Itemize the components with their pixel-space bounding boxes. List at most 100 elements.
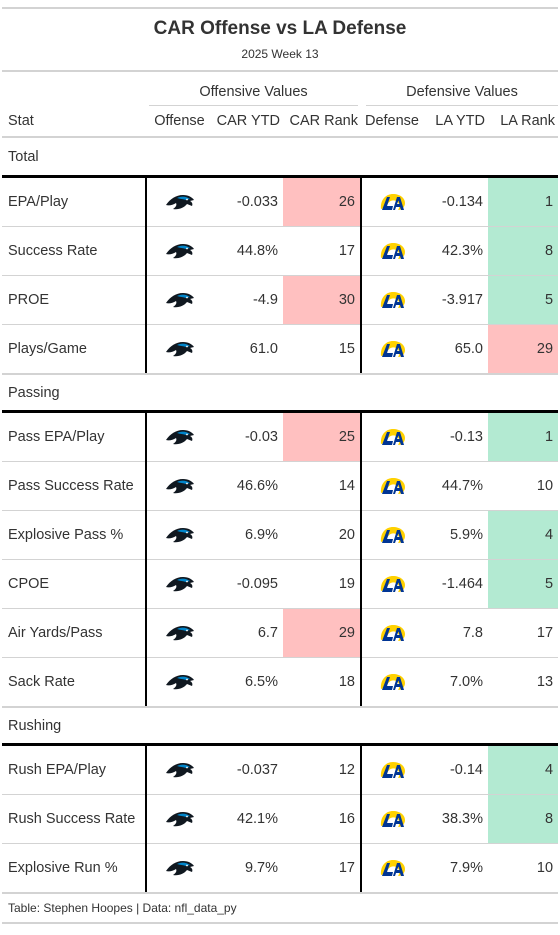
stat-label: Explosive Run % bbox=[2, 843, 147, 894]
rams-logo-icon bbox=[362, 338, 423, 360]
panthers-logo-icon bbox=[147, 340, 213, 358]
top-rule bbox=[2, 7, 558, 9]
table-row: Explosive Pass % 6.9% 20 5.9% 4 bbox=[2, 510, 559, 560]
rams-logo-icon bbox=[362, 671, 423, 693]
rams-logo-icon bbox=[362, 191, 423, 213]
spanner-offensive-values: Offensive Values bbox=[149, 84, 358, 106]
car-ytd-value: 42.1% bbox=[213, 794, 283, 844]
stat-label: Explosive Pass % bbox=[2, 510, 147, 560]
car-ytd-value: -0.033 bbox=[213, 176, 283, 227]
table-row: Air Yards/Pass 6.7 29 7.8 17 bbox=[2, 608, 559, 658]
car-rank-value: 19 bbox=[283, 559, 362, 609]
col-header-defense: Defense bbox=[361, 106, 423, 138]
stat-label: Success Rate bbox=[2, 226, 147, 276]
car-ytd-value: 9.7% bbox=[213, 843, 283, 894]
table-title: CAR Offense vs LA Defense bbox=[153, 18, 407, 39]
car-rank-value: 25 bbox=[283, 411, 362, 462]
car-ytd-value: -0.095 bbox=[213, 559, 283, 609]
panthers-logo-icon bbox=[147, 810, 213, 828]
la-rank-value: 13 bbox=[488, 657, 559, 708]
panthers-logo-icon bbox=[147, 242, 213, 260]
la-rank-value: 1 bbox=[488, 411, 559, 462]
rams-logo-icon bbox=[362, 808, 423, 830]
car-rank-value: 12 bbox=[283, 744, 362, 795]
la-ytd-value: -0.14 bbox=[423, 744, 488, 795]
la-ytd-value: 65.0 bbox=[423, 324, 488, 375]
group-label: Total bbox=[2, 137, 559, 178]
stats-table-card: CAR Offense vs LA Defense 2025 Week 13 O… bbox=[2, 7, 559, 924]
car-rank-value: 17 bbox=[283, 226, 362, 276]
spanner-defensive-values: Defensive Values bbox=[366, 84, 559, 106]
table-row: Pass EPA/Play -0.03 25 -0.13 1 bbox=[2, 411, 559, 462]
stat-label: Rush EPA/Play bbox=[2, 744, 147, 795]
rams-logo-icon bbox=[362, 857, 423, 879]
rams-logo-icon bbox=[362, 524, 423, 546]
la-ytd-value: -0.134 bbox=[423, 176, 488, 227]
car-ytd-value: 46.6% bbox=[213, 461, 283, 511]
stat-label: EPA/Play bbox=[2, 176, 147, 227]
car-rank-value: 18 bbox=[283, 657, 362, 708]
la-ytd-value: 44.7% bbox=[423, 461, 488, 511]
car-rank-value: 16 bbox=[283, 794, 362, 844]
panthers-logo-icon bbox=[147, 761, 213, 779]
table-row: Sack Rate 6.5% 18 7.0% 13 bbox=[2, 657, 559, 708]
car-ytd-value: -4.9 bbox=[213, 275, 283, 325]
col-header-car-rank: CAR Rank bbox=[283, 106, 361, 138]
stat-label: Rush Success Rate bbox=[2, 794, 147, 844]
stat-label: Pass Success Rate bbox=[2, 461, 147, 511]
car-ytd-value: 61.0 bbox=[213, 324, 283, 375]
group-label: Passing bbox=[2, 374, 559, 413]
panthers-logo-icon bbox=[147, 526, 213, 544]
car-ytd-value: -0.03 bbox=[213, 411, 283, 462]
column-header-row: Stat Offense CAR YTD CAR Rank Defense LA… bbox=[2, 106, 559, 138]
rams-logo-icon bbox=[362, 475, 423, 497]
stat-label: CPOE bbox=[2, 559, 147, 609]
la-rank-value: 10 bbox=[488, 461, 559, 511]
car-ytd-value: 44.8% bbox=[213, 226, 283, 276]
table-row: Pass Success Rate 46.6% 14 44.7% 10 bbox=[2, 461, 559, 511]
panthers-logo-icon bbox=[147, 859, 213, 877]
rams-logo-icon bbox=[362, 759, 423, 781]
la-ytd-value: 38.3% bbox=[423, 794, 488, 844]
car-rank-value: 15 bbox=[283, 324, 362, 375]
panthers-logo-icon bbox=[147, 673, 213, 691]
rams-logo-icon bbox=[362, 289, 423, 311]
panthers-logo-icon bbox=[147, 624, 213, 642]
group-row: Passing bbox=[2, 374, 559, 413]
la-rank-value: 1 bbox=[488, 176, 559, 227]
table-row: PROE -4.9 30 -3.917 5 bbox=[2, 275, 559, 325]
la-ytd-value: 7.8 bbox=[423, 608, 488, 658]
rams-logo-icon bbox=[362, 573, 423, 595]
rams-logo-icon bbox=[362, 240, 423, 262]
col-header-la-rank: LA Rank bbox=[488, 106, 559, 138]
car-rank-value: 17 bbox=[283, 843, 362, 894]
stat-label: PROE bbox=[2, 275, 147, 325]
la-ytd-value: -0.13 bbox=[423, 411, 488, 462]
la-rank-value: 5 bbox=[488, 559, 559, 609]
car-ytd-value: 6.9% bbox=[213, 510, 283, 560]
source-note: Table: Stephen Hoopes | Data: nfl_data_p… bbox=[2, 894, 558, 924]
col-header-car-ytd: CAR YTD bbox=[213, 106, 283, 138]
rams-logo-icon bbox=[362, 622, 423, 644]
panthers-logo-icon bbox=[147, 477, 213, 495]
car-ytd-value: -0.037 bbox=[213, 744, 283, 795]
car-rank-value: 20 bbox=[283, 510, 362, 560]
la-ytd-value: -3.917 bbox=[423, 275, 488, 325]
table-row: Rush EPA/Play -0.037 12 -0.14 4 bbox=[2, 744, 559, 795]
col-header-offense: Offense bbox=[146, 106, 213, 138]
la-rank-value: 17 bbox=[488, 608, 559, 658]
la-rank-value: 29 bbox=[488, 324, 559, 375]
la-rank-value: 10 bbox=[488, 843, 559, 894]
la-ytd-value: 7.9% bbox=[423, 843, 488, 894]
group-label: Rushing bbox=[2, 707, 559, 746]
car-ytd-value: 6.7 bbox=[213, 608, 283, 658]
stat-label: Plays/Game bbox=[2, 324, 147, 375]
la-rank-value: 4 bbox=[488, 744, 559, 795]
car-rank-value: 30 bbox=[283, 275, 362, 325]
panthers-logo-icon bbox=[147, 291, 213, 309]
la-ytd-value: 5.9% bbox=[423, 510, 488, 560]
stat-label: Air Yards/Pass bbox=[2, 608, 147, 658]
stat-label: Sack Rate bbox=[2, 657, 147, 708]
la-rank-value: 4 bbox=[488, 510, 559, 560]
panthers-logo-icon bbox=[147, 428, 213, 446]
